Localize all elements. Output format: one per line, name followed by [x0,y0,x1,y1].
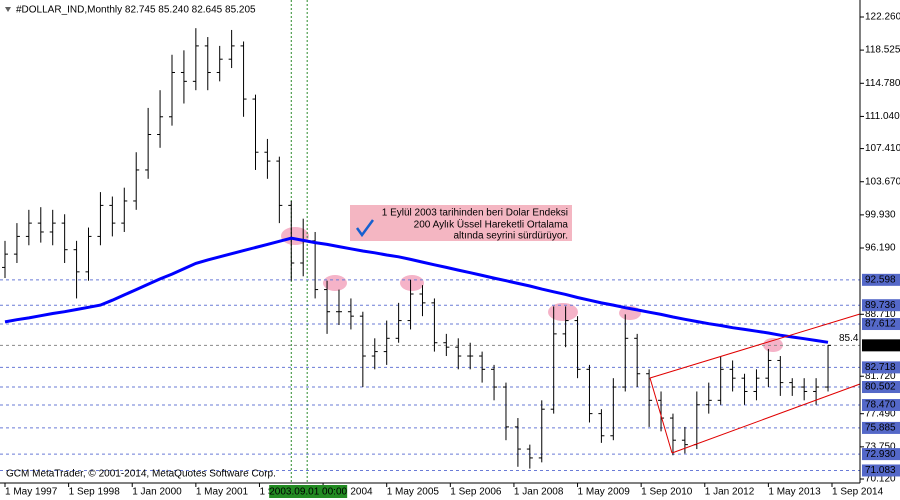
y-tick-label: 114.780 [865,78,900,89]
x-tick-label: 1 May 2001 [196,487,249,498]
chart-title: #DOLLAR_IND,Monthly 82.745 85.240 82.645… [16,5,256,16]
x-tick-label: 1 May 2013 [768,487,821,498]
level-label: 72.930 [865,449,896,460]
level-box [862,464,900,477]
y-tick-label: 99.930 [865,210,896,221]
y-tick-label: 88.710 [865,309,896,320]
highlight [323,275,347,291]
ema-line [4,236,829,344]
x-tick-label: 1 Jan 2004 [323,487,373,498]
annotation-box [350,205,572,241]
level-label: 71.083 [865,465,896,476]
footer: GCM MetaTrader, © 2001-2014, MetaQuotes … [6,469,276,480]
y-tick-label: 81.720 [865,371,896,382]
level-box [862,299,900,312]
x-tick-label: 1 May 2009 [578,487,631,498]
x-tick-label: 1 Sep 1998 [69,487,121,498]
bars: 85.4 [2,28,859,469]
highlight [763,338,783,352]
level-label: 82.718 [865,362,896,373]
level-label: 92.598 [865,274,896,285]
x-tick-label: 1 May 2005 [387,487,440,498]
highlight [400,275,424,291]
x-tick-label: 1 Jan 2012 [705,487,755,498]
y-tick-label: 111.040 [865,111,900,122]
level-label: 87.612 [865,319,896,330]
level-label: 80.502 [865,382,896,393]
x-tick-label: 1 Sep 2014 [832,487,884,498]
level-box [862,273,900,286]
x-tick-label: 1 Sep 2006 [450,487,502,498]
level-box [862,318,900,331]
annotation-line: 1 Eylül 2003 tarihinden beri Dolar Endek… [382,208,568,219]
level-box [862,361,900,374]
level-box [862,448,900,461]
price-box [862,339,900,352]
channel-line [671,383,861,454]
channel-line [649,377,673,454]
channel-line [649,313,861,379]
level-box [862,399,900,412]
y-tick-label: 122.260 [865,12,900,23]
check-icon [355,219,375,238]
y-tick-label: 77.490 [865,408,896,419]
level-label: 89.736 [865,300,896,311]
level-label: 75.885 [865,423,896,434]
level-box [862,381,900,394]
price-label: 85.205 [865,340,896,351]
y-tick-label: 103.670 [865,176,900,187]
y-tick-label: 96.190 [865,243,896,254]
x-tick-label: 1 Jan 2000 [132,487,182,498]
y-tick-label: 118.525 [865,45,900,56]
highlight [548,303,578,321]
annotation-line: 200 Aylık Üssel Hareketli Ortalama [414,219,569,231]
annotation-line: altında seyrini sürdürüyor. [453,231,568,242]
ema-label: 85.4 [839,333,859,344]
x-tick-label: 1 Sep 2010 [641,487,693,498]
level-label: 78.470 [865,400,896,411]
crosshair-box [269,485,348,498]
y-tick-label: 73.750 [865,441,896,452]
title-icon [5,7,11,12]
highlight [281,227,309,245]
overlay: 1 Eylül 2003 tarihinden beri Dolar Endek… [5,5,861,480]
crosshair-label: 2003.09.01 00:00 [269,487,347,498]
y-tick-label: 107.410 [865,143,900,154]
level-box [862,421,900,434]
y-tick-label: 70.120 [865,474,896,485]
x-tick-label: 1 May 1997 [5,487,58,498]
x-tick-label: 1 Jan 2008 [514,487,564,498]
